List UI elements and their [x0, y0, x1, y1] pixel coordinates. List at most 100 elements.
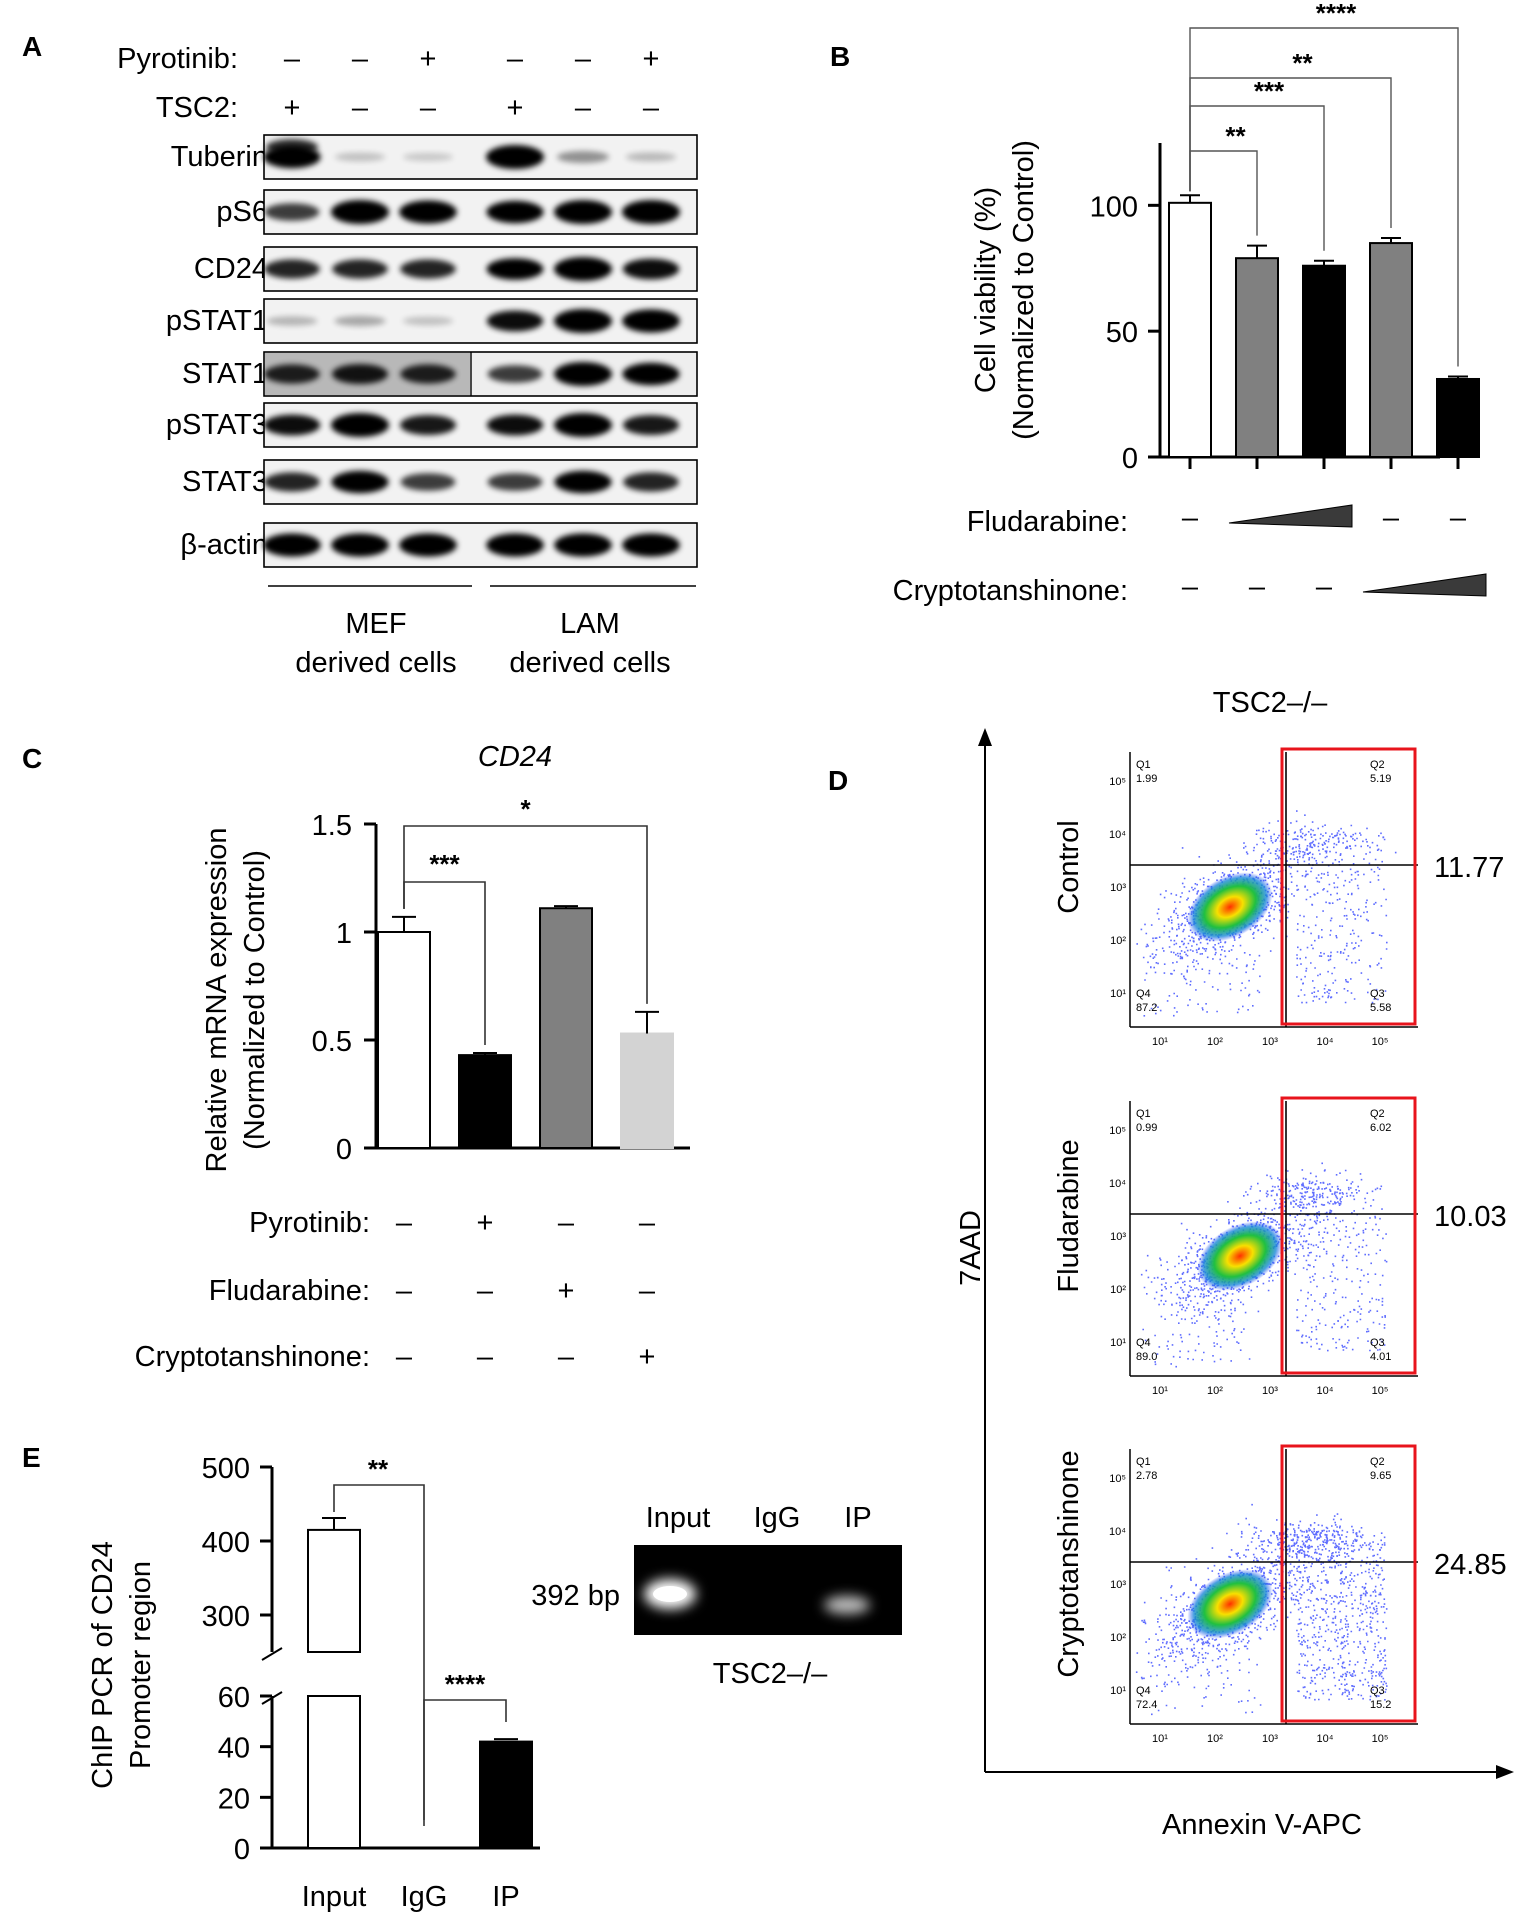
panel-c-ylabel-line2: (Normalized to Control) [239, 850, 271, 1150]
blot-row-label: CD24 [194, 253, 268, 285]
blot-band [487, 365, 543, 383]
treatment-label: Pyrotinib: [249, 1207, 370, 1239]
blot-band [622, 309, 680, 333]
bar [620, 1032, 674, 1150]
quadrant-label: Q1 [1136, 1108, 1151, 1120]
quadrant-label: Q2 [1370, 1108, 1385, 1120]
blot-row-label: pSTAT1 [166, 305, 268, 337]
x-tick-label: IP [492, 1881, 519, 1913]
blot-band [400, 415, 456, 435]
panel-b-ylabel-line1: Cell viability (%) [970, 187, 1002, 393]
blot-band [331, 413, 389, 437]
blot-band [266, 316, 318, 326]
quadrant-value: 6.02 [1370, 1122, 1391, 1134]
bar [1168, 201, 1212, 458]
apoptosis-total: 11.77 [1434, 852, 1504, 884]
panel-c: C CD24 Relative mRNA expression (Normali… [22, 741, 690, 1373]
panel-c-ylabel-line1: Relative mRNA expression [201, 828, 233, 1173]
treatment-mark: – [1383, 502, 1400, 534]
y-axis-label: 7AAD [955, 1210, 987, 1286]
flow-plots: Control 10¹ 10¹ 10² 10² 10³ 10³ 10⁴ 10⁴ 10⁵ 10⁵ Q1 1… [1053, 747, 1507, 1745]
treatment-mark: + [507, 92, 524, 124]
significance-bracket [1189, 27, 1459, 367]
panel-d: D TSC2–/– 7AAD Annexin V-APC Control 10¹ 1… [828, 687, 1514, 1841]
blot-band [486, 200, 544, 224]
density-hotspot [1187, 872, 1273, 942]
apoptosis-total: 10.03 [1434, 1201, 1507, 1233]
blot-band [487, 473, 543, 491]
x-tick-label: 10⁴ [1317, 1385, 1334, 1397]
bar [458, 1054, 512, 1149]
x-axis-label: Annexin V-APC [1162, 1809, 1362, 1841]
y-tick-label: 10⁴ [1109, 829, 1126, 841]
quadrant-label: Q4 [1136, 1685, 1151, 1697]
treatment-mark: – [1182, 571, 1199, 603]
density-hotspot [1197, 1221, 1283, 1291]
blot-band [554, 200, 612, 224]
y-tick-label: 10² [1110, 1632, 1126, 1644]
panel-e-ylabel-line2: Promoter region [125, 1561, 157, 1769]
blot-band [554, 470, 612, 494]
y-tick-label: 10⁵ [1109, 1125, 1126, 1137]
panel-a: A Pyrotinib: – – + – – + TSC2: + – – + – – Tuberin pS6… [22, 31, 698, 679]
scatter-dots [1135, 1503, 1388, 1716]
y-tick-label: 10³ [1110, 882, 1126, 894]
blot-band [264, 259, 320, 279]
blot-band [486, 145, 544, 169]
blot-row-label: pS6 [216, 196, 268, 228]
gel-image: Input IgG IP 392 bp TSC2–/– [531, 1502, 902, 1690]
x-tick-label: 10² [1207, 1733, 1223, 1745]
blot-row-label: pSTAT3 [166, 409, 268, 441]
significance-label: *** [429, 849, 460, 879]
x-tick-label: 10³ [1262, 1385, 1278, 1397]
treatment-mark: – [396, 1341, 413, 1373]
y-tick-label: 400 [202, 1527, 250, 1559]
treatment-mark: – [352, 43, 369, 75]
y-tick-label: 10³ [1110, 1579, 1126, 1591]
blot-band [263, 414, 321, 436]
x-tick-label: 10¹ [1152, 1385, 1168, 1397]
y-tick-label: 10² [1110, 1284, 1126, 1296]
y-tick-label: 0 [234, 1834, 250, 1866]
axis-break-mark [261, 1647, 283, 1661]
blot-row-label: Tuberin [171, 141, 268, 173]
blot-band [486, 533, 544, 557]
bar [1302, 264, 1346, 458]
treatment-row-label: TSC2: [156, 92, 238, 124]
blot-band [264, 364, 320, 384]
quadrant-label: Q1 [1136, 1456, 1151, 1468]
y-tick-label: 10³ [1110, 1231, 1126, 1243]
y-tick-label: 500 [202, 1453, 250, 1485]
y-tick-label: 50 [1106, 317, 1138, 349]
quadrant-value: 89.0 [1136, 1351, 1157, 1363]
flow-plot: Cryptotanshinone 10¹ 10¹ 10² 10² 10³ 10³ 10⁴ 10⁴… [1053, 1444, 1507, 1745]
scatter-dots [1136, 810, 1397, 1017]
bar [479, 1740, 533, 1849]
bar [1369, 242, 1413, 458]
quadrant-value: 0.99 [1136, 1122, 1157, 1134]
treatment-mark: – [643, 92, 660, 124]
treatment-row-label: Pyrotinib: [117, 43, 238, 75]
quadrant-label: Q3 [1370, 988, 1385, 1000]
panel-a-label: A [22, 31, 42, 62]
significance-label: ** [1225, 121, 1246, 151]
treatment-mark: + [477, 1207, 494, 1239]
treatment-mark: – [284, 43, 301, 75]
gel-lane-label: IgG [754, 1502, 801, 1534]
quadrant-value: 15.2 [1370, 1699, 1391, 1711]
treatment-mark: – [396, 1207, 413, 1239]
apoptosis-gate [1280, 1096, 1417, 1375]
gel-band-input-core [653, 1586, 687, 1602]
flow-plot-name: Control [1053, 820, 1085, 914]
x-tick-label: IgG [401, 1881, 448, 1913]
treatment-label: Fludarabine: [209, 1275, 370, 1307]
blot-band [332, 364, 388, 384]
gel-band-size-label: 392 bp [531, 1580, 620, 1612]
x-tick-label: 10³ [1262, 1733, 1278, 1745]
blot-band [622, 258, 680, 280]
significance-label: **** [1316, 0, 1357, 28]
quadrant-label: Q4 [1136, 1337, 1151, 1349]
treatment-mark: – [558, 1341, 575, 1373]
y-tick-label: 0.5 [312, 1026, 352, 1058]
